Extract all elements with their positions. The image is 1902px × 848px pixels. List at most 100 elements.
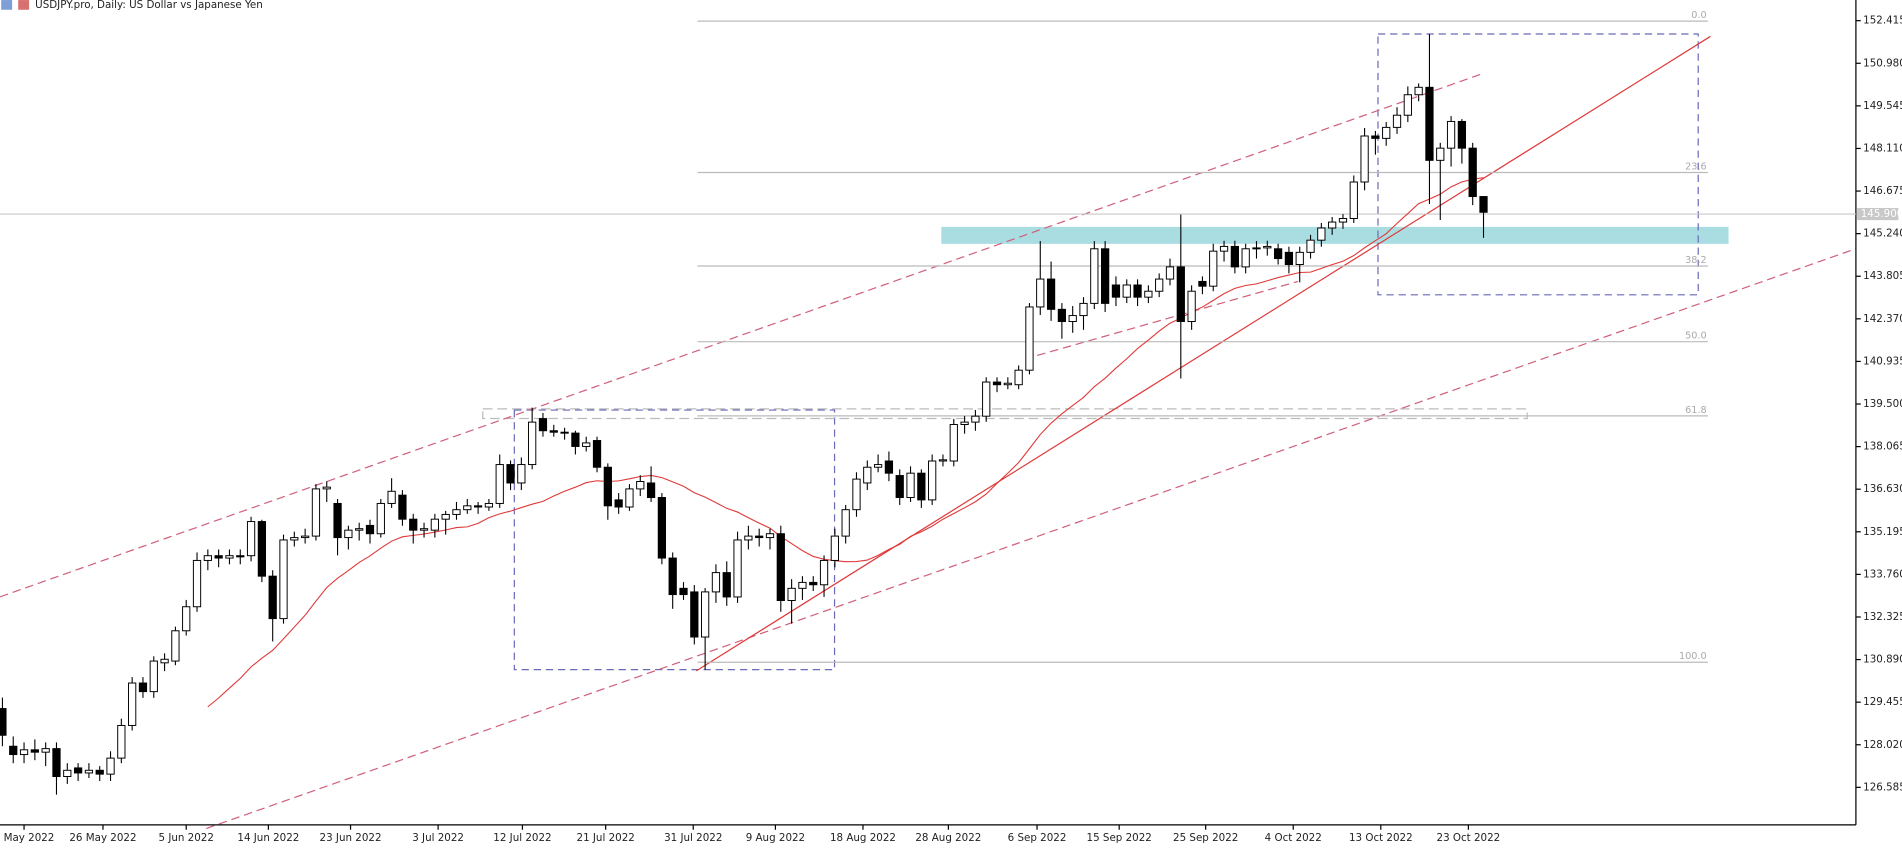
candle-body <box>246 521 256 557</box>
candle-body <box>301 535 310 539</box>
candle-body <box>73 767 83 774</box>
candle-body <box>106 757 115 775</box>
x-tick-label: 23 Jun 2022 <box>320 832 382 844</box>
candle-body <box>873 464 883 468</box>
candle-body <box>841 509 850 537</box>
y-tick-label: 130.890 <box>1863 654 1902 666</box>
candle-body <box>1187 290 1196 322</box>
candle-body <box>679 587 688 596</box>
candle-body <box>1046 278 1056 310</box>
candle-body <box>571 432 580 447</box>
chart-title: USDJPY.pro, Daily: US Dollar vs Japanese… <box>35 0 263 11</box>
candle-body <box>160 658 169 664</box>
candle-body <box>30 749 39 753</box>
candle-body <box>819 559 829 586</box>
candle-body <box>776 533 785 601</box>
candle-body <box>1468 147 1477 198</box>
candle-body <box>419 528 429 531</box>
candle-body <box>1263 245 1272 249</box>
candle-body <box>506 464 515 484</box>
candle-body <box>117 724 126 759</box>
y-tick-label: 139.500 <box>1863 398 1902 410</box>
candle-body <box>387 490 396 504</box>
candle-body <box>279 539 288 620</box>
candle-body <box>344 529 353 539</box>
candle-body <box>182 606 191 632</box>
candle-body <box>473 505 483 508</box>
candle-body <box>733 539 742 598</box>
y-tick-label: 142.370 <box>1863 313 1902 325</box>
candle-body <box>722 572 731 598</box>
candle-body <box>1003 382 1012 386</box>
candle-body <box>398 494 407 520</box>
drawings <box>0 33 1857 830</box>
x-tick-label: 14 Jun 2022 <box>237 832 299 844</box>
candle-body <box>1414 86 1423 96</box>
x-tick-label: 3 Jul 2022 <box>412 832 464 844</box>
trend-line <box>695 35 1711 672</box>
y-tick-label: 132.325 <box>1863 611 1902 623</box>
x-tick-label: 13 Oct 2022 <box>1349 832 1413 844</box>
candle-body <box>1436 147 1445 161</box>
candle-body <box>430 518 439 531</box>
candle-body <box>1328 221 1337 229</box>
candle-body <box>495 464 504 504</box>
candle-body <box>1479 196 1488 213</box>
candle-body <box>171 630 180 662</box>
candle-body <box>992 381 1002 386</box>
x-tick-label: 25 Sep 2022 <box>1173 832 1238 844</box>
candle-body <box>1025 306 1034 371</box>
icon <box>1 0 13 10</box>
candle-body <box>268 575 277 620</box>
candle-body <box>0 708 7 736</box>
candle-body <box>549 430 558 433</box>
candle-body <box>84 769 94 774</box>
candle-body <box>409 518 418 531</box>
channel-line <box>0 72 1485 598</box>
y-tick-label: 146.675 <box>1863 185 1902 197</box>
candle-body <box>463 505 472 511</box>
y-tick-label: 133.760 <box>1863 568 1902 580</box>
candle-body <box>1068 315 1077 322</box>
candle-body <box>1101 248 1110 304</box>
candle-body <box>690 591 699 638</box>
y-tick-label: 136.630 <box>1863 483 1902 495</box>
candle-body <box>787 587 796 601</box>
price-tag <box>1857 207 1899 221</box>
candle-body <box>906 472 915 498</box>
candle-body <box>625 488 634 508</box>
candle-body <box>960 421 969 425</box>
y-tick-label: 140.935 <box>1863 355 1902 367</box>
candle-body <box>701 591 710 638</box>
candle-body <box>1079 302 1088 317</box>
candle-body <box>1273 248 1283 260</box>
candle-body <box>1144 290 1153 298</box>
candle-body <box>1295 251 1304 265</box>
candle-body <box>863 466 872 484</box>
candle-body <box>311 488 321 537</box>
candle-body <box>441 513 450 520</box>
y-tick-label: 135.195 <box>1863 526 1902 538</box>
candle-body <box>52 748 61 778</box>
fib-label: 38.2 <box>1685 255 1707 266</box>
candle-body <box>949 424 958 462</box>
candle-body <box>809 581 818 586</box>
x-tick-label: 6 Sep 2022 <box>1008 832 1067 844</box>
candle-body <box>376 502 385 535</box>
candle-body <box>1057 308 1067 322</box>
moving-average <box>207 177 1484 708</box>
support-zone <box>941 226 1729 244</box>
candle-body <box>1036 278 1045 308</box>
y-tick-label: 129.455 <box>1863 696 1902 708</box>
candle-body <box>1219 245 1229 252</box>
icon <box>18 0 30 10</box>
candle-body <box>603 466 612 507</box>
candle-body <box>41 748 50 753</box>
candle-body <box>128 682 137 726</box>
fib-label: 100.0 <box>1679 651 1707 662</box>
candle-body <box>755 535 764 539</box>
y-tick-label: 149.545 <box>1863 100 1902 112</box>
candle-body <box>1133 284 1142 298</box>
candle-body <box>938 459 948 462</box>
